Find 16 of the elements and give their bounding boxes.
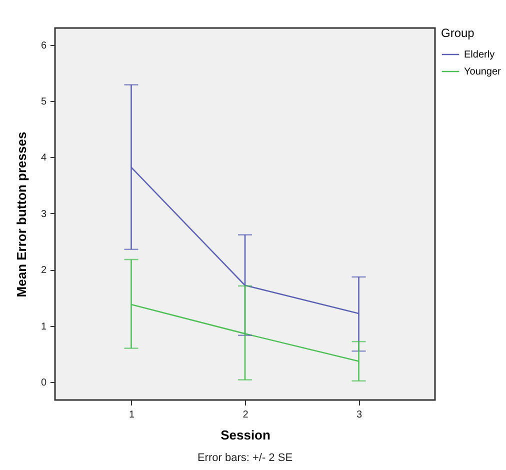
- legend-title: Group: [441, 26, 475, 40]
- x-axis-title: Session: [220, 428, 270, 442]
- x-tick-label: 2: [242, 410, 249, 420]
- y-tick-label: 5: [40, 96, 47, 108]
- y-tick-label: 0: [40, 378, 47, 389]
- y-tick-label: 6: [40, 40, 47, 52]
- y-tick-label: 1: [40, 321, 47, 332]
- y-tick-label: 4: [40, 152, 47, 164]
- y-tick-label: 3: [40, 208, 47, 220]
- y-axis-title: Mean Error button presses: [14, 132, 29, 298]
- y-tick-label: 2: [40, 265, 47, 276]
- legend-label: Elderly: [464, 50, 495, 60]
- legend-label: Younger: [464, 66, 502, 78]
- text: Error bars: +/- 2 SE: [197, 452, 293, 464]
- x-tick-label: 3: [356, 410, 362, 420]
- x-tick-label: 1: [128, 410, 135, 420]
